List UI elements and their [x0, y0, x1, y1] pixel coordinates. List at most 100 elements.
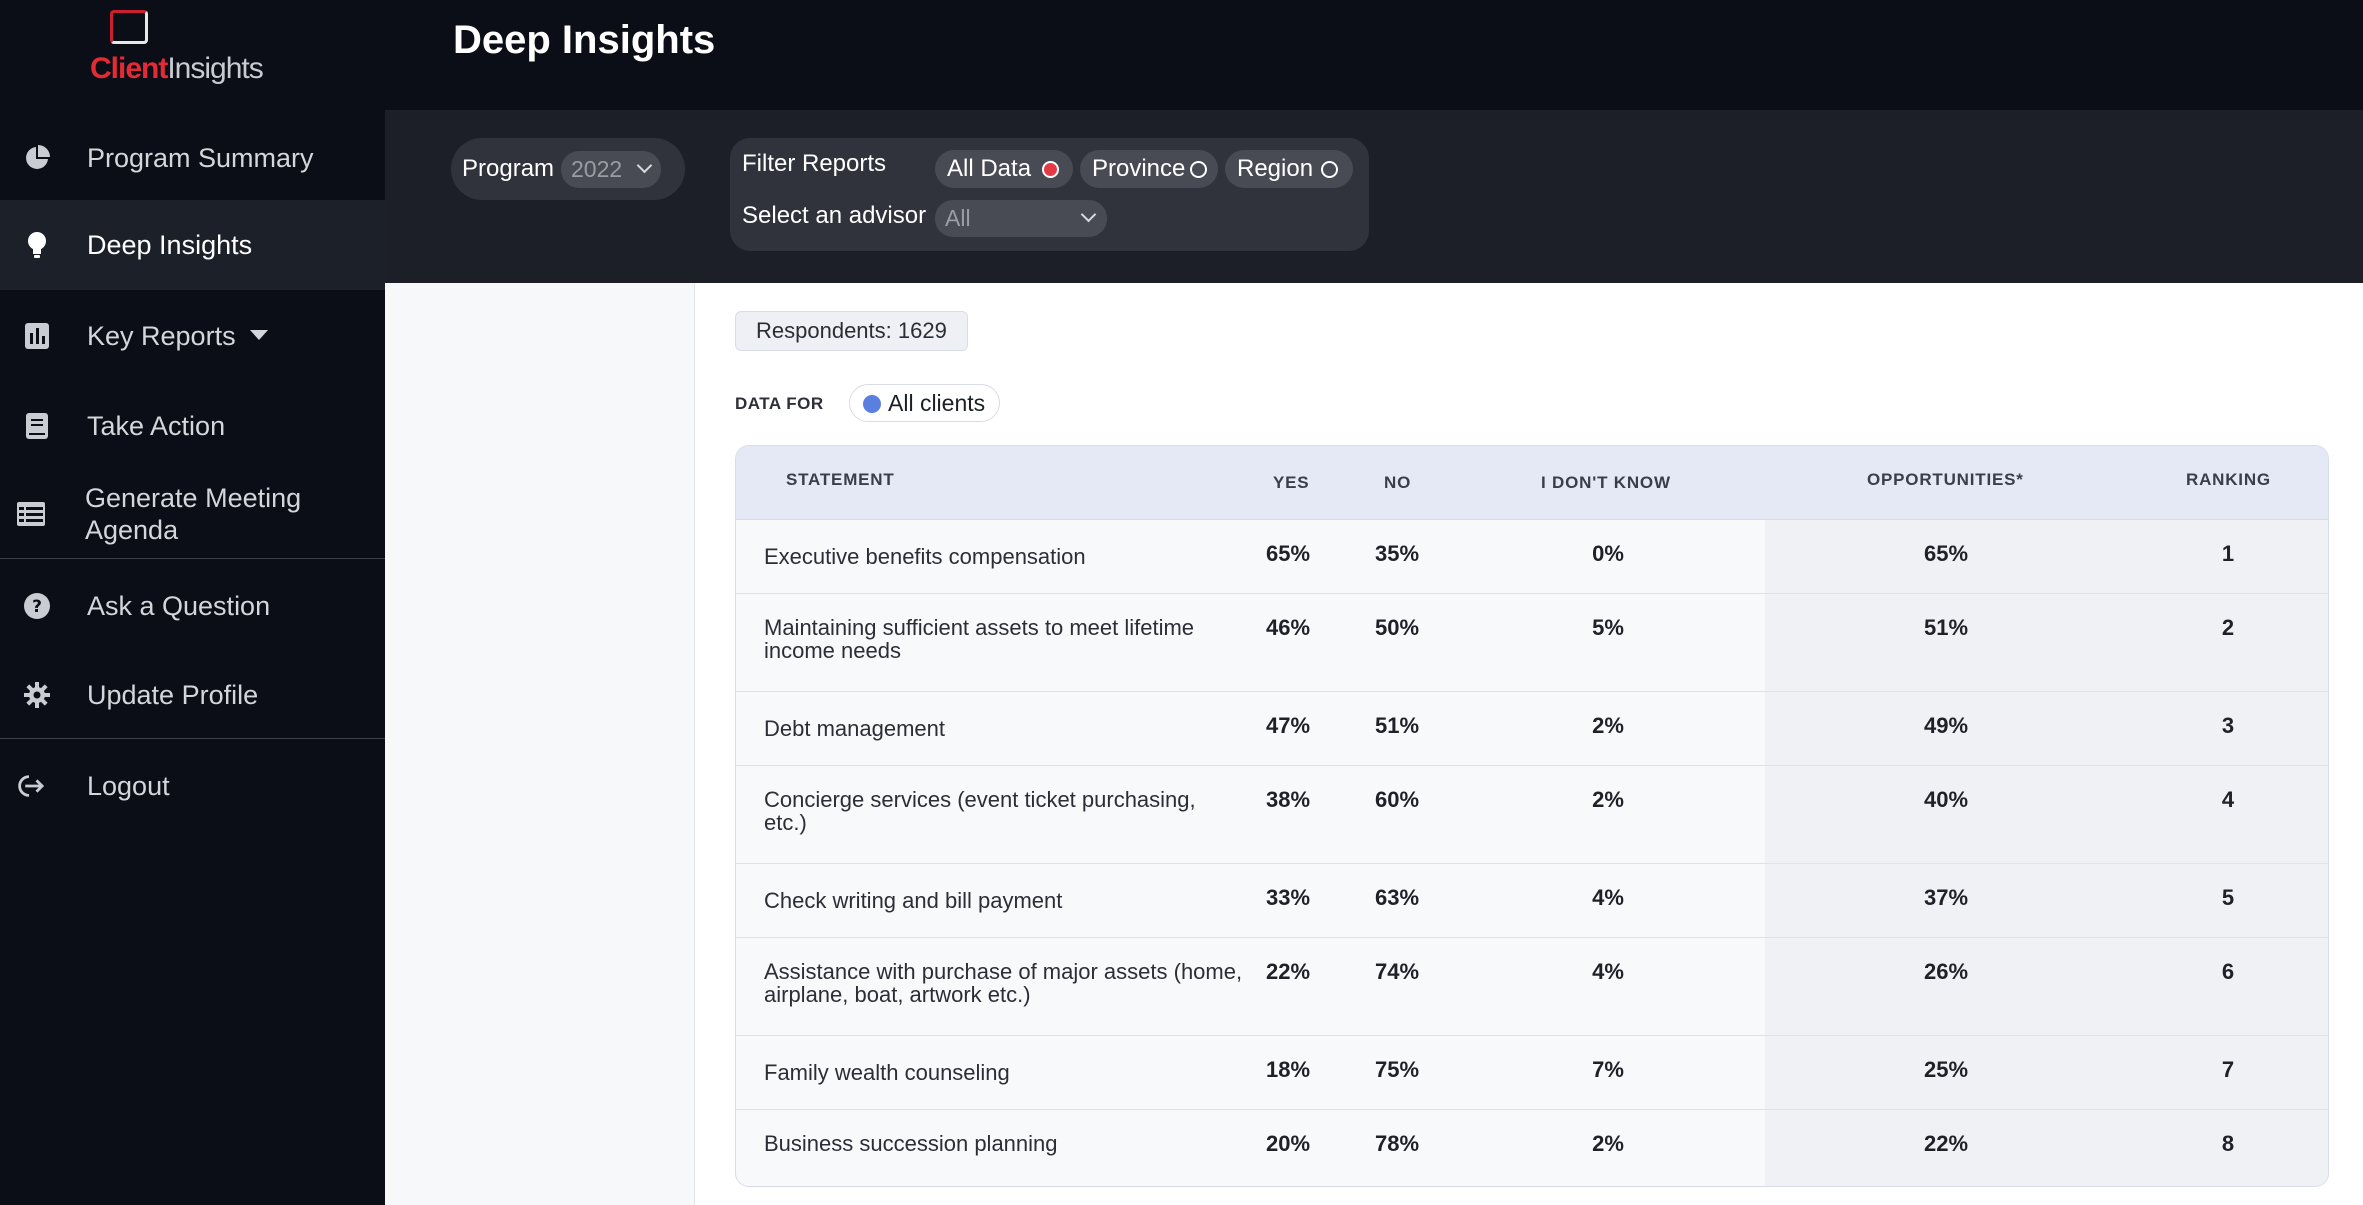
- sidebar-item-label: Program Summary: [87, 143, 314, 173]
- cell-yes: 18%: [1265, 1057, 1311, 1082]
- sidebar-item-logout[interactable]: Logout: [0, 754, 385, 818]
- program-select[interactable]: 2022: [561, 151, 661, 188]
- cell-dont-know: 2%: [1592, 787, 1624, 812]
- radio-selected-icon: [1042, 161, 1059, 178]
- sidebar-item-generate-meeting-agenda[interactable]: Generate Meeting Agenda: [0, 478, 385, 550]
- cell-statement: Assistance with purchase of major assets…: [764, 959, 1243, 1007]
- cell-ranking: 6: [2221, 959, 2235, 984]
- gear-icon: [22, 680, 52, 710]
- table-row: Assistance with purchase of major assets…: [736, 938, 2328, 1036]
- list-icon: [16, 499, 46, 529]
- opportunities-column-band: [1765, 520, 2328, 1186]
- page-title: Deep Insights: [453, 18, 716, 62]
- cell-ranking: 8: [2221, 1131, 2235, 1156]
- cell-no: 51%: [1374, 713, 1420, 738]
- cell-statement: Family wealth counseling: [764, 1060, 1010, 1085]
- sidebar-item-label: Update Profile: [87, 680, 259, 710]
- data-for-chip[interactable]: All clients: [849, 384, 1001, 422]
- cell-opportunities: 25%: [1923, 1057, 1969, 1082]
- page-header: Deep Insights: [385, 0, 2363, 110]
- program-label: Program: [462, 155, 555, 182]
- header-no: NO: [1384, 473, 1412, 492]
- sidebar: ClientInsights Program Summary Deep Insi…: [0, 0, 385, 1205]
- header-opportunities: OPPORTUNITIES*: [1867, 470, 2024, 489]
- sidebar-item-label-line2: Agenda: [85, 515, 179, 545]
- svg-text:?: ?: [32, 597, 42, 617]
- cell-statement: Check writing and bill payment: [764, 888, 1063, 913]
- table-row: Concierge services (event ticket purchas…: [736, 766, 2328, 864]
- main-content: Respondents: 1629 DATA FOR All clients S…: [385, 283, 2363, 1205]
- filter-reports-label: Filter Reports: [742, 150, 887, 177]
- filter-bar: Program 2022 Filter Reports All Data Pro…: [385, 110, 2363, 283]
- cell-yes: 20%: [1265, 1131, 1311, 1156]
- cell-statement: Debt management: [764, 716, 945, 741]
- cell-yes: 65%: [1265, 541, 1311, 566]
- sidebar-item-key-reports[interactable]: Key Reports: [0, 304, 385, 368]
- cell-dont-know: 5%: [1592, 615, 1624, 640]
- radio-unselected-icon: [1190, 161, 1207, 178]
- cell-opportunities: 49%: [1923, 713, 1969, 738]
- sidebar-item-update-profile[interactable]: Update Profile: [0, 663, 385, 727]
- filter-option-region[interactable]: Region: [1225, 150, 1353, 188]
- blue-dot-icon: [863, 395, 881, 413]
- cell-ranking: 4: [2221, 787, 2235, 812]
- filter-option-all-data[interactable]: All Data: [935, 150, 1073, 188]
- insights-table: STATEMENT YES NO I DON'T KNOW OPPORTUNIT…: [735, 445, 2329, 1187]
- cell-opportunities: 51%: [1923, 615, 1969, 640]
- chevron-down-icon: [249, 329, 268, 340]
- cell-dont-know: 2%: [1592, 1131, 1624, 1156]
- filter-option-label: Region: [1237, 155, 1314, 182]
- table-row: Executive benefits compensation 65% 35% 0% 6…: [736, 520, 2328, 594]
- logo-insights-text: Insights: [167, 52, 263, 85]
- sidebar-item-program-summary[interactable]: Program Summary: [0, 126, 385, 190]
- sidebar-item-label: Deep Insights: [87, 230, 253, 260]
- cell-yes: 38%: [1265, 787, 1311, 812]
- cell-yes: 47%: [1265, 713, 1311, 738]
- cell-dont-know: 4%: [1592, 885, 1624, 910]
- client-insights-logo[interactable]: ClientInsights: [88, 8, 264, 88]
- cell-statement: Executive benefits compensation: [764, 544, 1086, 569]
- cell-ranking: 2: [2221, 615, 2235, 640]
- cell-no: 63%: [1374, 885, 1420, 910]
- cell-no: 75%: [1374, 1057, 1420, 1082]
- cell-no: 78%: [1374, 1131, 1420, 1156]
- header-ranking: RANKING: [2186, 470, 2271, 489]
- cell-statement: Concierge services (event ticket purchas…: [764, 787, 1196, 835]
- sidebar-item-take-action[interactable]: Take Action: [0, 394, 385, 458]
- logout-icon: [14, 771, 44, 801]
- lightbulb-icon: [22, 230, 52, 260]
- header-statement: STATEMENT: [786, 470, 895, 489]
- cell-no: 60%: [1374, 787, 1420, 812]
- filter-option-label: All Data: [947, 155, 1032, 182]
- question-circle-icon: ?: [22, 591, 52, 621]
- chevron-down-icon: [1080, 206, 1097, 223]
- sidebar-divider: [0, 558, 385, 559]
- cell-opportunities: 37%: [1923, 885, 1969, 910]
- logo-mark-icon: [110, 10, 148, 44]
- cell-no: 74%: [1374, 959, 1420, 984]
- respondents-badge: Respondents: 1629: [735, 311, 968, 351]
- chevron-down-icon: [636, 157, 653, 174]
- cell-statement: Maintaining sufficient assets to meet li…: [764, 615, 1195, 663]
- cell-dont-know: 4%: [1592, 959, 1624, 984]
- cell-opportunities: 65%: [1923, 541, 1969, 566]
- cell-opportunities: 26%: [1923, 959, 1969, 984]
- cell-opportunities: 22%: [1923, 1131, 1969, 1156]
- sidebar-item-label: Ask a Question: [87, 591, 271, 621]
- sidebar-item-deep-insights[interactable]: Deep Insights: [0, 200, 385, 290]
- advisor-select-value: All: [945, 205, 971, 231]
- cell-no: 50%: [1374, 615, 1420, 640]
- sidebar-item-label: Key Reports: [87, 321, 236, 351]
- cell-yes: 22%: [1265, 959, 1311, 984]
- pie-chart-icon: [22, 143, 52, 173]
- table-header: STATEMENT YES NO I DON'T KNOW OPPORTUNIT…: [736, 446, 2328, 520]
- bar-chart-icon: [22, 321, 52, 351]
- table-row: Debt management 47% 51% 2% 49% 3: [736, 692, 2328, 766]
- left-pane: [385, 283, 695, 1205]
- sidebar-item-ask-a-question[interactable]: ? Ask a Question: [0, 574, 385, 638]
- cell-ranking: 7: [2221, 1057, 2235, 1082]
- advisor-select[interactable]: All: [935, 200, 1107, 237]
- program-selector: Program 2022: [451, 138, 685, 200]
- filter-option-province[interactable]: Province: [1080, 150, 1218, 188]
- cell-no: 35%: [1374, 541, 1420, 566]
